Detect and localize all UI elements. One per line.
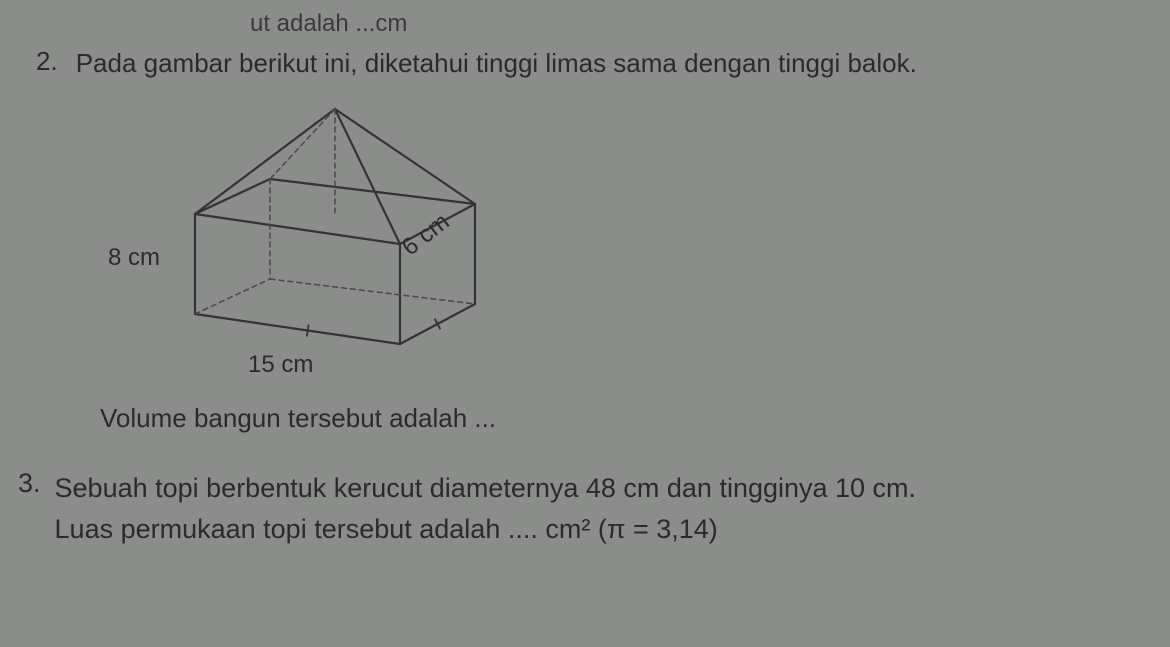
label-height: 8 cm xyxy=(108,244,160,272)
question-2-number: 2. xyxy=(36,46,58,77)
question-2-volume-prompt: Volume bangun tersebut adalah ... xyxy=(100,403,1140,434)
question-3-line2: Luas permukaan topi tersebut adalah ....… xyxy=(55,514,718,544)
question-2-text: Pada gambar berikut ini, diketahui tingg… xyxy=(76,46,917,81)
question-3-line1: Sebuah topi berbentuk kerucut diameterny… xyxy=(55,473,917,503)
question-3-text: Sebuah topi berbentuk kerucut diameterny… xyxy=(55,468,917,549)
question-2: 2. Pada gambar berikut ini, diketahui ti… xyxy=(30,46,1140,81)
pyramid-box-svg xyxy=(120,99,520,379)
label-length: 15 cm xyxy=(248,351,313,379)
question-3: 3. Sebuah topi berbentuk kerucut diamete… xyxy=(30,468,1140,549)
question-3-number: 3. xyxy=(18,468,41,499)
partial-previous-text: ut adalah ...cm xyxy=(250,10,407,37)
geometry-diagram: 8 cm 15 cm 6 cm xyxy=(120,99,520,379)
